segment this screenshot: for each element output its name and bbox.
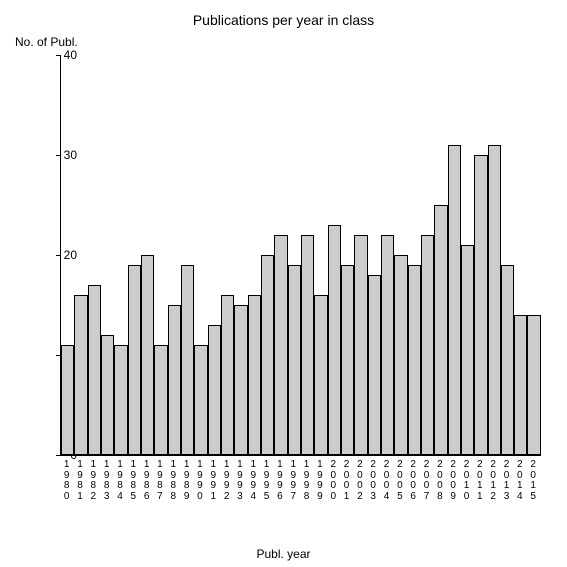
x-tick-label: 2012	[487, 460, 500, 502]
x-tick-label: 2001	[340, 460, 353, 502]
x-labels-group: 1980198119821983198419851986198719881989…	[60, 460, 540, 502]
x-tick-label: 1993	[233, 460, 246, 502]
x-tick-label: 1996	[273, 460, 286, 502]
bar	[394, 255, 407, 455]
bars-group	[61, 55, 541, 455]
y-axis-label: No. of Publ.	[15, 35, 78, 49]
bar	[274, 235, 287, 455]
bar	[181, 265, 194, 455]
x-tick-label: 2008	[433, 460, 446, 502]
x-tick-label: 2014	[513, 460, 526, 502]
x-tick-label: 1990	[193, 460, 206, 502]
x-tick-label: 1992	[220, 460, 233, 502]
bar	[88, 285, 101, 455]
bar	[154, 345, 167, 455]
bar	[61, 345, 74, 455]
x-tick-label: 1991	[207, 460, 220, 502]
bar	[234, 305, 247, 455]
bar	[421, 235, 434, 455]
bar	[488, 145, 501, 455]
bar	[461, 245, 474, 455]
x-tick-label: 2007	[420, 460, 433, 502]
bar	[288, 265, 301, 455]
x-tick-label: 2004	[380, 460, 393, 502]
chart-title: Publications per year in class	[0, 12, 567, 28]
bar	[328, 225, 341, 455]
x-tick-label: 1987	[153, 460, 166, 502]
x-tick-label: 2015	[526, 460, 539, 502]
x-tick-label: 1982	[87, 460, 100, 502]
bar	[74, 295, 87, 455]
bar	[381, 235, 394, 455]
bar	[301, 235, 314, 455]
bar	[221, 295, 234, 455]
bar	[527, 315, 540, 455]
bar	[128, 265, 141, 455]
x-tick-label: 1983	[100, 460, 113, 502]
x-tick-label: 1986	[140, 460, 153, 502]
x-tick-label: 2013	[500, 460, 513, 502]
bar	[261, 255, 274, 455]
x-tick-label: 2003	[367, 460, 380, 502]
x-tick-label: 1989	[180, 460, 193, 502]
bar	[354, 235, 367, 455]
plot-area	[60, 55, 541, 456]
x-tick-label: 1997	[287, 460, 300, 502]
x-tick-label: 1980	[60, 460, 73, 502]
bar	[448, 145, 461, 455]
bar	[168, 305, 181, 455]
chart-container: Publications per year in class No. of Pu…	[0, 0, 567, 567]
x-tick-label: 2010	[460, 460, 473, 502]
bar	[101, 335, 114, 455]
x-axis-label: Publ. year	[0, 547, 567, 561]
bar	[408, 265, 421, 455]
x-tick-label: 2005	[393, 460, 406, 502]
x-tick-label: 1995	[260, 460, 273, 502]
bar	[434, 205, 447, 455]
x-tick-label: 2002	[353, 460, 366, 502]
bar	[341, 265, 354, 455]
bar	[474, 155, 487, 455]
x-tick-label: 1988	[167, 460, 180, 502]
x-tick-label: 1998	[300, 460, 313, 502]
x-tick-label: 1984	[113, 460, 126, 502]
bar	[514, 315, 527, 455]
x-tick-label: 1985	[127, 460, 140, 502]
bar	[114, 345, 127, 455]
x-tick-label: 1994	[247, 460, 260, 502]
bar	[368, 275, 381, 455]
bar	[141, 255, 154, 455]
bar	[248, 295, 261, 455]
bar	[314, 295, 327, 455]
x-tick-label: 2006	[407, 460, 420, 502]
bar	[501, 265, 514, 455]
bar	[208, 325, 221, 455]
x-tick-label: 2009	[447, 460, 460, 502]
x-tick-label: 2011	[473, 460, 486, 502]
bar	[194, 345, 207, 455]
x-tick-label: 1999	[313, 460, 326, 502]
x-tick-label: 2000	[327, 460, 340, 502]
x-tick-label: 1981	[73, 460, 86, 502]
